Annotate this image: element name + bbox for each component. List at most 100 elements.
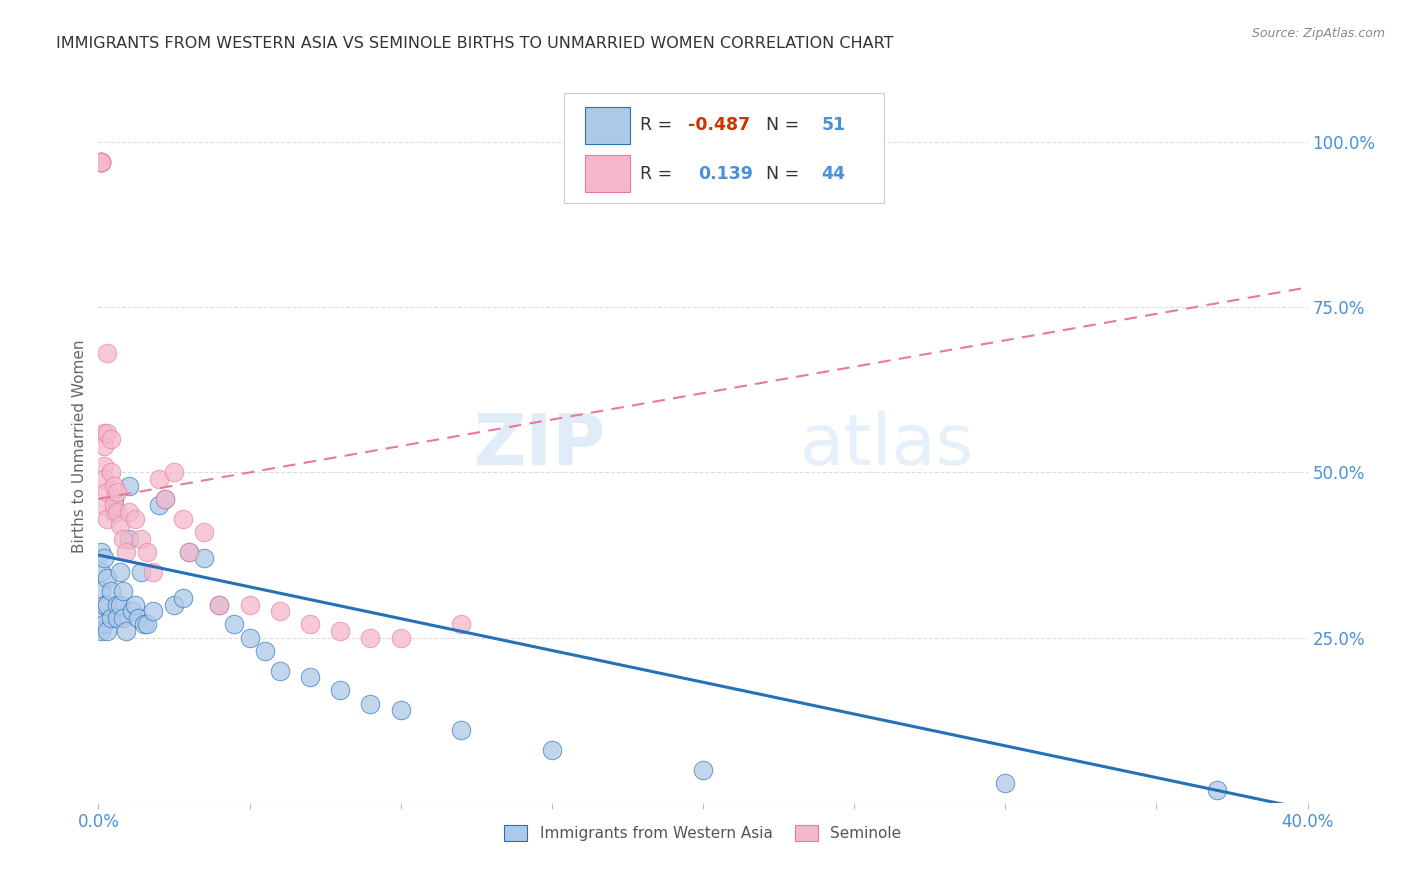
Point (142, 604, 165, 618)
Point (90, 154, 112, 169)
Point (163, 466, 186, 480)
Point (93, 617, 115, 632)
Point (93, 458, 115, 473)
Point (103, 491, 125, 506)
Point (142, 565, 165, 579)
Point (329, 624, 352, 638)
FancyBboxPatch shape (585, 155, 630, 193)
Point (269, 664, 291, 678)
Point (124, 511, 146, 525)
Point (108, 565, 131, 579)
Point (96, 425, 118, 440)
Point (111, 532, 134, 546)
Point (103, 499, 125, 513)
Point (360, 697, 382, 711)
Point (96, 511, 118, 525)
Point (239, 598, 262, 612)
Point (100, 611, 122, 625)
Point (90, 154, 112, 169)
Point (93, 425, 115, 440)
Point (135, 617, 157, 632)
Point (692, 763, 714, 777)
Point (153, 491, 176, 506)
Point (360, 631, 382, 645)
Point (105, 505, 128, 519)
Point (90, 154, 112, 169)
Point (172, 511, 194, 525)
Point (135, 545, 157, 559)
Point (329, 683, 352, 698)
Point (193, 551, 215, 566)
Point (118, 532, 141, 546)
Point (179, 545, 201, 559)
Point (90, 154, 112, 169)
Point (540, 743, 562, 757)
Point (90, 565, 112, 579)
Point (96, 624, 118, 638)
FancyBboxPatch shape (564, 93, 884, 203)
Point (129, 532, 152, 546)
Point (253, 644, 276, 658)
Point (93, 598, 115, 612)
FancyBboxPatch shape (585, 107, 630, 144)
Point (148, 472, 170, 486)
Point (121, 604, 143, 618)
Point (118, 478, 141, 492)
Text: atlas: atlas (800, 411, 974, 481)
Point (100, 584, 122, 599)
Point (93, 439, 115, 453)
Point (127, 611, 149, 625)
Point (111, 584, 134, 599)
Point (108, 598, 131, 612)
Point (239, 631, 262, 645)
Point (105, 611, 128, 625)
Text: 0.139: 0.139 (699, 165, 754, 183)
Point (172, 591, 194, 605)
Point (208, 598, 231, 612)
Point (163, 598, 186, 612)
Y-axis label: Births to Unmarried Women: Births to Unmarried Women (72, 339, 87, 553)
Point (114, 624, 136, 638)
Point (100, 433, 122, 447)
Point (90, 611, 112, 625)
Point (90, 154, 112, 169)
Point (105, 485, 128, 500)
Point (96, 346, 118, 360)
Text: R =: R = (640, 116, 678, 135)
Point (450, 723, 472, 738)
Text: N =: N = (755, 116, 804, 135)
Point (100, 466, 122, 480)
Point (93, 551, 115, 566)
Point (96, 598, 118, 612)
Point (90, 154, 112, 169)
Point (450, 617, 472, 632)
Point (193, 524, 215, 539)
Text: ZIP: ZIP (474, 411, 606, 481)
Point (114, 545, 136, 559)
Point (132, 617, 155, 632)
Point (153, 491, 176, 506)
Text: 44: 44 (821, 165, 845, 183)
Text: IMMIGRANTS FROM WESTERN ASIA VS SEMINOLE BIRTHS TO UNMARRIED WOMEN CORRELATION C: IMMIGRANTS FROM WESTERN ASIA VS SEMINOLE… (56, 36, 894, 51)
Text: N =: N = (755, 165, 804, 183)
Point (179, 545, 201, 559)
Point (269, 604, 291, 618)
Point (124, 598, 146, 612)
Point (994, 776, 1017, 790)
Point (108, 518, 131, 533)
Point (103, 505, 125, 519)
Point (224, 617, 246, 632)
Point (105, 598, 128, 612)
Point (93, 472, 115, 486)
Text: R =: R = (640, 165, 678, 183)
Point (389, 631, 412, 645)
Point (90, 154, 112, 169)
Point (299, 617, 322, 632)
Point (208, 598, 231, 612)
Point (389, 703, 412, 717)
Point (1206, 782, 1229, 797)
Point (96, 485, 118, 500)
Point (90, 624, 112, 638)
Point (299, 670, 322, 684)
Text: -0.487: -0.487 (689, 116, 751, 135)
